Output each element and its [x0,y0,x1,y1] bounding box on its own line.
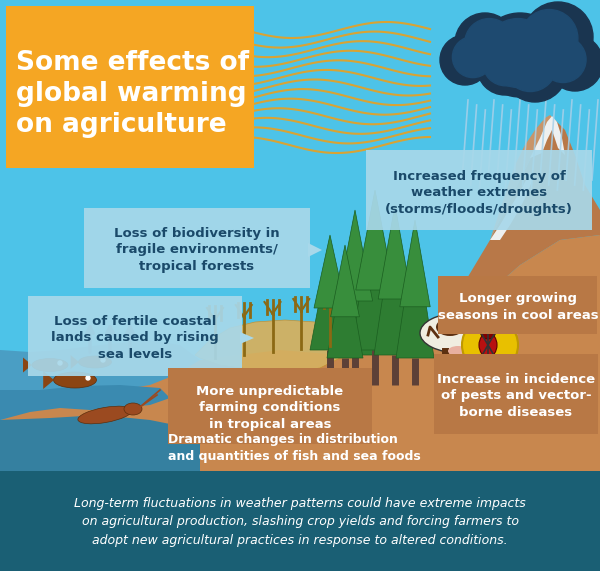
Polygon shape [314,235,346,308]
Circle shape [58,361,62,365]
Polygon shape [0,340,200,420]
Polygon shape [378,205,412,299]
Ellipse shape [506,329,518,337]
Circle shape [503,38,567,102]
Circle shape [440,35,490,85]
Polygon shape [71,355,79,369]
Ellipse shape [436,318,464,336]
Ellipse shape [124,403,142,415]
Polygon shape [0,262,600,471]
Ellipse shape [78,406,132,424]
Polygon shape [43,371,54,389]
Circle shape [484,19,553,87]
Polygon shape [0,385,170,420]
Text: Some effects of
global warming
on agriculture: Some effects of global warming on agricu… [16,50,249,138]
FancyBboxPatch shape [28,296,242,376]
Circle shape [478,13,562,97]
Circle shape [480,323,496,339]
Polygon shape [374,215,416,355]
Ellipse shape [79,356,112,368]
Polygon shape [400,220,430,307]
Polygon shape [530,116,565,158]
Ellipse shape [53,372,97,388]
Polygon shape [333,220,377,355]
Circle shape [523,2,593,72]
Polygon shape [0,415,200,471]
Text: Loss of fertile coastal
lands caused by rising
sea levels: Loss of fertile coastal lands caused by … [51,315,219,361]
Ellipse shape [500,317,516,329]
Text: Longer growing
seasons in cool areas: Longer growing seasons in cool areas [437,292,598,321]
Ellipse shape [469,330,487,344]
Circle shape [504,39,557,91]
Polygon shape [195,320,345,372]
Text: Increased frequency of
weather extremes
(storms/floods/droughts): Increased frequency of weather extremes … [385,170,573,216]
Polygon shape [0,235,600,471]
Polygon shape [490,115,555,240]
Ellipse shape [420,313,500,353]
Circle shape [86,376,90,380]
Ellipse shape [32,359,68,372]
FancyBboxPatch shape [438,276,597,334]
Text: Loss of biodiversity in
fragile environments/
tropical forests: Loss of biodiversity in fragile environm… [114,227,280,273]
Circle shape [465,19,514,68]
Polygon shape [331,245,359,317]
Circle shape [101,358,105,362]
Polygon shape [327,255,363,358]
Circle shape [540,37,586,83]
Ellipse shape [479,333,497,357]
Polygon shape [337,210,373,301]
Ellipse shape [448,346,468,356]
Polygon shape [308,243,322,257]
Polygon shape [23,357,32,372]
Ellipse shape [491,316,519,338]
Circle shape [462,317,518,373]
Text: Dramatic changes in distribution
and quantities of fish and sea foods: Dramatic changes in distribution and qua… [168,433,421,463]
Circle shape [452,37,493,78]
Text: More unpredictable
farming conditions
in tropical areas: More unpredictable farming conditions in… [196,385,344,431]
FancyBboxPatch shape [168,368,372,444]
Polygon shape [430,120,600,340]
Polygon shape [396,230,434,358]
Bar [6,6,254,168]
FancyBboxPatch shape [84,208,310,288]
Polygon shape [356,190,394,290]
Circle shape [477,39,533,95]
Text: Increase in incidence
of pests and vector-
borne diseases: Increase in incidence of pests and vecto… [437,373,595,419]
Circle shape [455,13,515,73]
Circle shape [547,35,600,91]
Polygon shape [351,200,399,350]
FancyBboxPatch shape [434,354,598,434]
FancyBboxPatch shape [366,150,592,230]
Polygon shape [310,245,350,350]
Polygon shape [240,332,254,344]
Circle shape [483,40,529,86]
Bar [0,471,600,571]
Circle shape [520,10,578,67]
Text: Long-term fluctuations in weather patterns could have extreme impacts
on agricul: Long-term fluctuations in weather patter… [74,497,526,547]
Polygon shape [490,172,533,240]
